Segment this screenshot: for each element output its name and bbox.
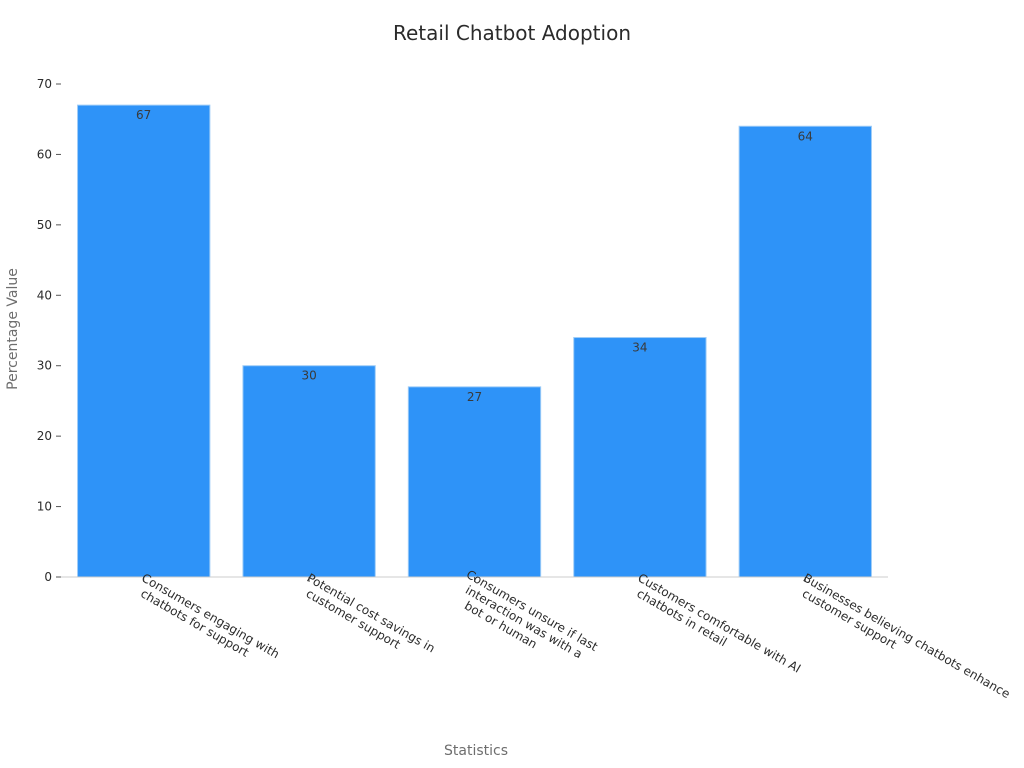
y-axis: 0 10 20 30 40 50 60 70	[37, 77, 61, 584]
y-tick-label: 30	[37, 359, 52, 373]
y-tick-label: 10	[37, 500, 52, 514]
bar-value-label: 34	[632, 341, 647, 355]
x-tick-label-line: Businesses believing chatbots enhance	[801, 571, 1013, 701]
y-tick-label: 40	[37, 288, 52, 302]
chart-title: Retail Chatbot Adoption	[393, 21, 631, 45]
y-tick-label: 50	[37, 218, 52, 232]
y-axis-title: Percentage Value	[5, 268, 21, 390]
bar-value-label: 27	[467, 390, 482, 404]
bar	[77, 104, 211, 578]
x-tick-label-line: Potential cost savings in	[305, 571, 438, 656]
y-tick-label: 0	[44, 570, 52, 584]
bar-value-label: 30	[301, 369, 316, 383]
x-tick-label: Customers comfortable with AIchatbots in…	[628, 571, 803, 688]
bars-group: 67 30 27 34 64	[77, 104, 872, 578]
x-tick-label-line: Customers comfortable with AI	[635, 571, 803, 676]
x-tick-label-line: Consumers engaging with	[139, 571, 282, 661]
x-axis-title: Statistics	[444, 743, 508, 759]
bar	[573, 337, 707, 578]
bar	[738, 125, 872, 578]
x-tick-label: Businesses believing chatbots enhancecus…	[794, 571, 1013, 713]
x-tick-label: Consumers engaging withchatbots for supp…	[132, 571, 282, 674]
x-axis: Consumers engaging withchatbots for supp…	[61, 567, 1013, 713]
bar-value-label: 64	[798, 129, 813, 143]
x-tick-label: Consumers unsure if lastinteraction was …	[450, 567, 600, 678]
y-tick-label: 20	[37, 429, 52, 443]
bar	[407, 386, 542, 578]
x-tick-label: Potential cost savings incustomer suppor…	[298, 571, 438, 668]
y-tick-label: 70	[37, 77, 52, 91]
bar-value-label: 67	[136, 108, 151, 122]
y-tick-label: 60	[37, 147, 52, 161]
bar	[242, 365, 376, 578]
